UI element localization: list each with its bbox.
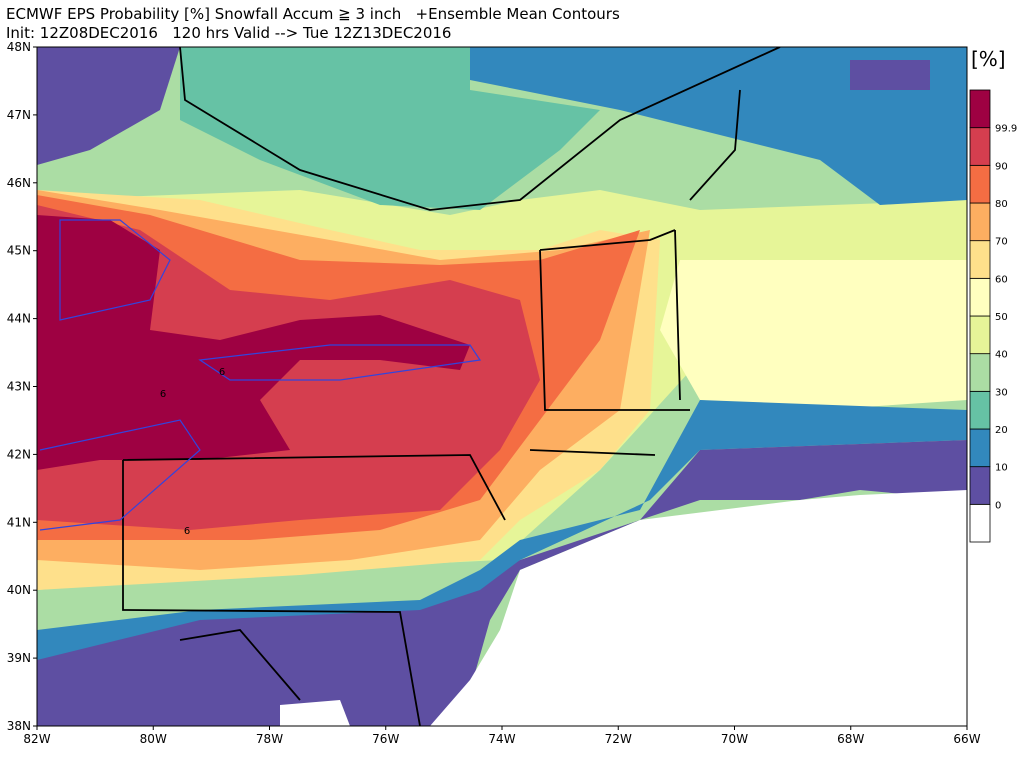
- colorbar-swatch: [969, 390, 991, 430]
- colorbar-label: 60: [995, 274, 1008, 285]
- colorbar-label: 90: [995, 161, 1008, 172]
- lat-label: 48N: [7, 40, 31, 54]
- colorbar-label: 10: [995, 463, 1008, 474]
- lon-label: 66W: [953, 732, 980, 746]
- colorbar-swatch: [969, 89, 991, 129]
- lat-label: 41N: [7, 515, 31, 529]
- lat-label: 43N: [7, 380, 31, 394]
- colorbar-label: 0: [995, 500, 1001, 511]
- colorbar-swatch: [969, 315, 991, 355]
- lat-label: 38N: [7, 719, 31, 733]
- lon-label: 78W: [256, 732, 283, 746]
- colorbar-swatch: [969, 127, 991, 166]
- lon-label: 72W: [605, 732, 632, 746]
- contour-label: 6: [184, 526, 190, 537]
- map-title: ECMWF EPS Probability [%] Snowfall Accum…: [6, 5, 620, 23]
- lat-label: 45N: [7, 244, 31, 258]
- colorbar-swatch: [969, 466, 991, 505]
- contour-label: 6: [160, 389, 166, 400]
- lon-label: 68W: [837, 732, 864, 746]
- lon-label: 76W: [372, 732, 399, 746]
- lon-label: 74W: [488, 732, 515, 746]
- colorbar-swatch: [969, 202, 991, 242]
- lat-label: 40N: [7, 583, 31, 597]
- lon-label: 80W: [140, 732, 167, 746]
- contour-label: 6: [219, 367, 225, 378]
- colorbar-label: 50: [995, 312, 1008, 323]
- colorbar-swatch: [969, 277, 991, 317]
- colorbar-swatch: [969, 503, 991, 543]
- lat-label: 46N: [7, 176, 31, 190]
- colorbar-label: 99.9: [995, 124, 1017, 135]
- colorbar-label: 20: [995, 425, 1008, 436]
- lon-label: 70W: [721, 732, 748, 746]
- colorbar-label: 40: [995, 350, 1008, 361]
- colorbar-label: 70: [995, 237, 1008, 248]
- colorbar-swatch: [969, 428, 991, 468]
- map-subtitle: Init: 12Z08DEC2016 120 hrs Valid --> Tue…: [6, 24, 451, 42]
- colorbar-swatch: [969, 353, 991, 392]
- map-field: [37, 47, 967, 726]
- colorbar-unit: [%]: [971, 47, 1006, 71]
- lat-label: 42N: [7, 447, 31, 461]
- lat-label: 39N: [7, 651, 31, 665]
- colorbar-label: 30: [995, 387, 1008, 398]
- lat-label: 44N: [7, 312, 31, 326]
- colorbar-swatch: [969, 240, 991, 279]
- colorbar-swatch: [969, 164, 991, 204]
- colorbar-label: 80: [995, 199, 1008, 210]
- lon-label: 82W: [23, 732, 50, 746]
- lat-label: 47N: [7, 108, 31, 122]
